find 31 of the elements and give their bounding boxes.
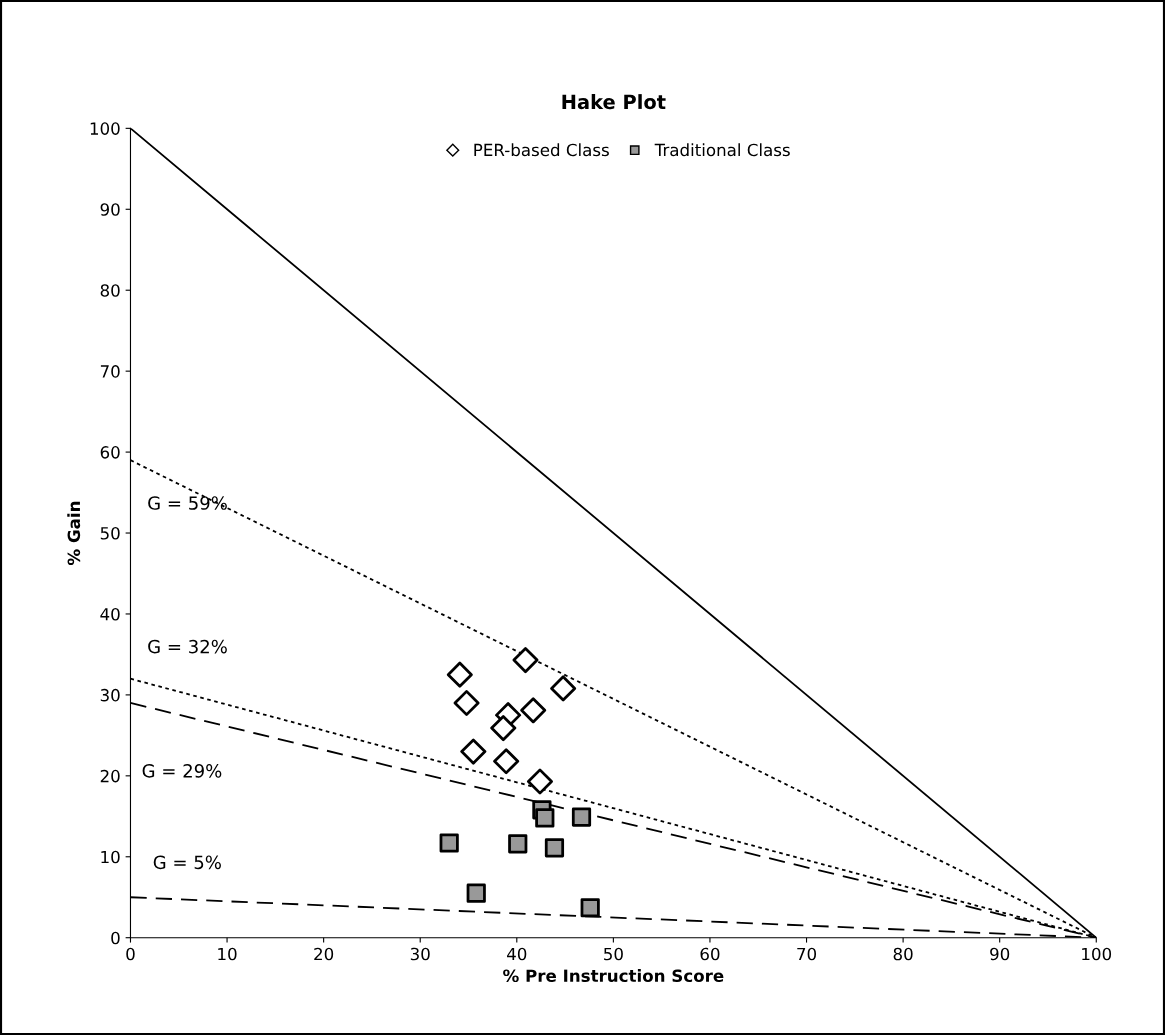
y-tick-label: 70	[100, 365, 120, 378]
x-tick-label: 50	[604, 947, 623, 961]
y-axis-title: % Gain	[67, 501, 81, 565]
x-tick-label: 20	[314, 947, 334, 961]
x-tick-label: 30	[410, 947, 430, 961]
y-tick-label: 20	[100, 769, 120, 783]
y-tick-label: 30	[100, 688, 120, 702]
y-tick-label: 0	[111, 931, 120, 945]
y-tick-label: 80	[100, 284, 120, 297]
x-tick-label: 80	[893, 947, 913, 961]
x-tick-label: 70	[797, 947, 817, 961]
chart-title: Hake Plot	[562, 94, 666, 110]
series-label: G = 5%	[153, 855, 221, 870]
y-tick-label: 40	[100, 607, 120, 621]
series-label: G = 32%	[148, 639, 227, 654]
text: G = 29%	[142, 764, 222, 778]
y-tick-label: 50	[100, 526, 120, 540]
x-tick-label: 40	[507, 947, 527, 961]
y-tick-label: 10	[101, 850, 120, 864]
series-label: G = 59%	[148, 496, 227, 510]
legend-label: PER-based Class	[474, 143, 609, 157]
y-tick-label: 60	[100, 446, 120, 459]
x-tick-label: 10	[218, 947, 237, 961]
x-tick-label: 90	[990, 947, 1010, 961]
legend-label: Traditional Class	[654, 143, 790, 157]
y-tick-label: 90	[100, 203, 120, 216]
y-tick-label: 100	[90, 122, 120, 135]
x-tick-label: 0	[126, 947, 135, 961]
x-tick-label: 60	[700, 947, 720, 961]
x-tick-label: 100	[1082, 947, 1112, 961]
x-axis-title: % Pre Instruction Score	[503, 969, 724, 983]
